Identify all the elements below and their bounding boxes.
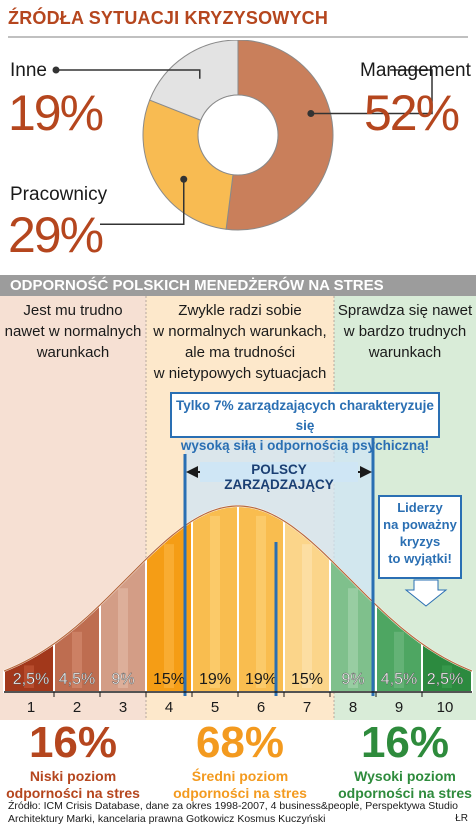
bar-highlight bbox=[348, 588, 358, 688]
bar-label: 9% bbox=[111, 671, 134, 688]
callout-line: na poważny bbox=[383, 517, 457, 532]
bar-label: 2,5% bbox=[427, 671, 463, 688]
leader-inne bbox=[56, 69, 201, 79]
column-mid-line: w normalnych warunkach, bbox=[153, 323, 327, 340]
bar-highlight bbox=[394, 631, 404, 688]
leader-management bbox=[310, 69, 433, 115]
donut-chart bbox=[52, 40, 433, 231]
column-mid-line: ale ma trudności bbox=[184, 344, 296, 361]
group-mid: 68% Średni poziom odporności na stres bbox=[146, 718, 334, 802]
leader-pracownicy bbox=[100, 179, 185, 225]
group-low-pct: 16% bbox=[28, 718, 118, 767]
column-high-line: w bardzo trudnych bbox=[343, 323, 467, 340]
label-management: Management bbox=[360, 60, 471, 81]
group-mid-line1: Średni poziom bbox=[191, 768, 289, 784]
group-low-line1: Niski poziom bbox=[29, 768, 117, 784]
tick-label: 1 bbox=[27, 699, 35, 716]
bar-label: 19% bbox=[199, 671, 231, 688]
tick-label: 6 bbox=[257, 699, 265, 716]
column-low-line: warunkach bbox=[36, 344, 110, 361]
tick-label: 10 bbox=[437, 699, 454, 716]
group-low-line2: odporności na stres bbox=[6, 785, 140, 801]
callout-line: kryzys bbox=[399, 534, 441, 549]
group-mid-pct: 68% bbox=[195, 718, 285, 767]
tick-label: 9 bbox=[395, 699, 403, 716]
label-inne: Inne bbox=[10, 60, 47, 81]
source-note: Źródło: ICM Crisis Database, dane za okr… bbox=[8, 800, 458, 825]
top-title: ŹRÓDŁA SYTUACJI KRYZYSOWYCH bbox=[8, 8, 329, 28]
callout-line: wysoką siłą i odpornością psychiczną! bbox=[180, 438, 430, 453]
bar-highlight bbox=[442, 665, 452, 688]
bar-label: 4,5% bbox=[381, 671, 417, 688]
column-mid-text: Zwykle radzi sobie w normalnych warunkac… bbox=[146, 300, 334, 384]
group-high-pct: 16% bbox=[360, 718, 450, 767]
x-ticks: 1 2 3 4 5 6 7 8 9 10 bbox=[27, 692, 454, 716]
bar-highlight bbox=[210, 515, 220, 688]
distribution-chart: 2,5% 4,5% 9% 15% 19% 19% 15% 9% 4,5% 2,5% 1 2 3 4 5 6 7… bbox=[0, 296, 476, 720]
group-high-line2: odporności na stres bbox=[338, 785, 472, 801]
label-pracownicy: Pracownicy bbox=[10, 184, 108, 205]
column-low-line: nawet w normalnych bbox=[4, 323, 142, 340]
tick-label: 3 bbox=[119, 699, 127, 716]
tick-label: 5 bbox=[211, 699, 219, 716]
section-title: ODPORNOŚĆ POLSKICH MENEDŻERÓW NA STRES bbox=[0, 275, 476, 296]
bar-label: 2,5% bbox=[13, 671, 49, 688]
bar-highlight bbox=[72, 631, 82, 688]
bar-label: 4,5% bbox=[59, 671, 95, 688]
column-low-line: Jest mu trudno bbox=[23, 302, 123, 319]
author-initials: ŁR bbox=[455, 813, 468, 824]
callout-line: Liderzy bbox=[397, 500, 443, 515]
callout-line: to wyjątki! bbox=[388, 551, 452, 566]
group-mid-line2: odporności na stres bbox=[173, 785, 307, 801]
title-rule bbox=[8, 36, 468, 38]
callout-line: Tylko 7% zarządzających charakteryzuje s… bbox=[176, 398, 434, 433]
bar-highlight bbox=[164, 544, 174, 688]
column-high-text: Sprawdza się nawet w bardzo trudnych war… bbox=[334, 300, 476, 363]
pct-inne: 19% bbox=[8, 85, 104, 141]
bar-label: 19% bbox=[245, 671, 277, 688]
tick-label: 4 bbox=[165, 699, 173, 716]
bar-labels: 2,5% 4,5% 9% 15% 19% 19% 15% 9% 4,5% 2,5% bbox=[13, 671, 464, 688]
distribution-curve bbox=[3, 505, 473, 672]
group-high: 16% Wysoki poziom odporności na stres bbox=[334, 718, 476, 802]
pct-management: 52% bbox=[364, 85, 460, 141]
pct-pracownicy: 29% bbox=[8, 207, 104, 263]
bars bbox=[3, 504, 473, 693]
bar-highlight bbox=[118, 588, 128, 688]
tick-label: 7 bbox=[303, 699, 311, 716]
column-high-line: warunkach bbox=[368, 344, 442, 361]
column-high-line: Sprawdza się nawet bbox=[337, 302, 473, 319]
column-mid-line: w nietypowych sytuacjach bbox=[153, 365, 327, 382]
polscy-zarzadzajacy-label: POLSCY ZARZĄDZAJĄCY bbox=[224, 462, 334, 492]
bar-label: 9% bbox=[341, 671, 364, 688]
callout-liderzy: Liderzy na poważny kryzys to wyjątki! bbox=[378, 495, 462, 579]
bar-highlight bbox=[256, 515, 266, 688]
tick-label: 2 bbox=[73, 699, 81, 716]
group-high-line1: Wysoki poziom bbox=[354, 768, 456, 784]
donut-slices bbox=[142, 40, 334, 231]
donut-leaders bbox=[52, 66, 433, 225]
column-mid-line: Zwykle radzi sobie bbox=[178, 302, 302, 319]
group-low: 16% Niski poziom odporności na stres bbox=[0, 718, 146, 802]
tick-label: 8 bbox=[349, 699, 357, 716]
callout-seven-percent: Tylko 7% zarządzających charakteryzuje s… bbox=[170, 392, 440, 453]
bar-highlight bbox=[24, 665, 34, 688]
bar-highlight bbox=[302, 544, 312, 688]
column-low-text: Jest mu trudno nawet w normalnych warunk… bbox=[0, 300, 146, 363]
bar-label: 15% bbox=[291, 671, 323, 688]
bar-label: 15% bbox=[153, 671, 185, 688]
